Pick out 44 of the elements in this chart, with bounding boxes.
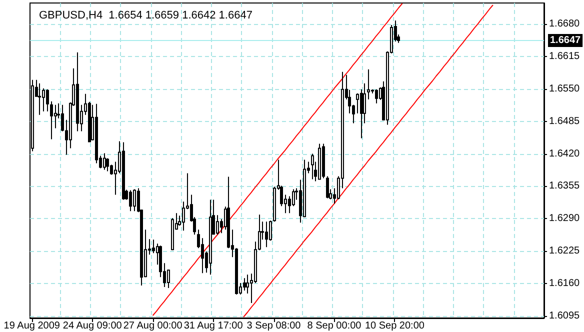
- y-tick-label: 1.6160: [549, 278, 580, 290]
- y-tick-label: 1.6485: [549, 116, 580, 127]
- y-tick-label: 1.6225: [549, 246, 580, 257]
- candlestick: [246, 274, 249, 294]
- candlestick: [167, 269, 170, 289]
- candlestick: [103, 152, 106, 170]
- x-tick-label: 3 Sep 08:00: [246, 320, 302, 332]
- candlestick: [356, 92, 359, 114]
- x-tick-label: 24 Aug 09:00: [62, 320, 122, 332]
- candlestick: [50, 100, 53, 140]
- y-tick-label: 1.6550: [549, 83, 580, 94]
- y-tick-label: 1.6290: [549, 213, 580, 224]
- candlestick: [375, 88, 378, 104]
- x-tick-label: 27 Aug 00:00: [123, 320, 183, 332]
- candlestick: [201, 238, 204, 274]
- y-tick-label: 1.6355: [549, 180, 580, 192]
- candlestick: [292, 188, 295, 207]
- candlestick: [46, 88, 49, 112]
- candlestick: [106, 158, 109, 172]
- candlestick: [243, 278, 246, 292]
- candlestick: [265, 221, 268, 248]
- candlestick: [363, 82, 366, 124]
- text: GBPUSD,H4 1.6654 1.6659 1.6642 1.6647: [39, 10, 252, 22]
- candlestick: [311, 153, 314, 180]
- x-tick-label: 19 Aug 2009: [4, 320, 60, 332]
- ref-line-label: 1.6647: [550, 35, 582, 46]
- candlestick: [129, 190, 132, 212]
- candlestick: [152, 239, 155, 254]
- y-tick-label: 1.6095: [549, 310, 580, 322]
- y-tick-label: 1.6615: [549, 50, 580, 62]
- candlestick: [133, 188, 136, 212]
- x-tick-label: 10 Sep 20:00: [364, 320, 425, 332]
- candlestick: [216, 214, 219, 236]
- candlestick: [367, 68, 370, 100]
- candlestick: [38, 82, 41, 116]
- x-tick-label: 31 Aug 17:00: [184, 320, 244, 332]
- candlestick: [269, 220, 272, 242]
- candlestick: [326, 176, 329, 199]
- candlestick: [54, 104, 57, 129]
- x-tick-label: 8 Sep 00:00: [307, 320, 362, 332]
- candlestick: [42, 88, 45, 112]
- candlestick: [182, 201, 185, 232]
- y-tick-label: 1.6420: [549, 148, 580, 160]
- y-tick-label: 1.6680: [549, 18, 580, 30]
